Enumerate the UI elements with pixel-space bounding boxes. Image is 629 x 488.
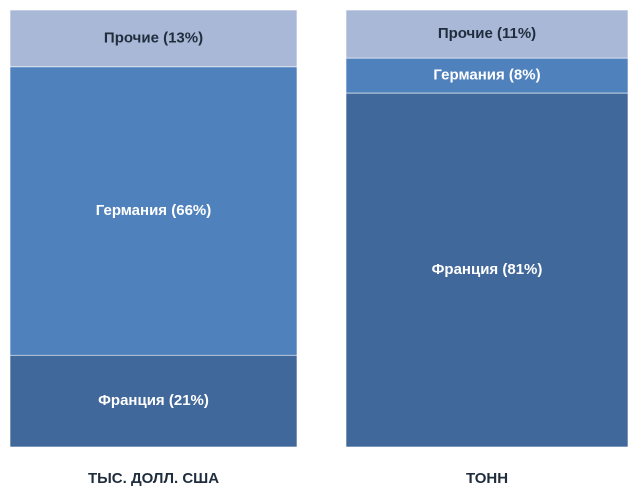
category-label: ТЫС. ДОЛЛ. США [88, 470, 219, 487]
segment-label: Прочие (11%) [438, 25, 536, 42]
bar-segment [345, 57, 629, 94]
bar-segment [9, 66, 298, 356]
category-label: ТОНН [466, 470, 508, 487]
segment-label: Франция (81%) [432, 261, 543, 278]
bar-segment [9, 354, 298, 448]
bar-segment [345, 9, 629, 59]
bar-segment [345, 92, 629, 448]
segment-label: Германия (66%) [96, 202, 212, 219]
segment-label: Прочие (13%) [104, 29, 203, 46]
segment-label: Германия (8%) [433, 67, 540, 84]
bar-segment [9, 9, 298, 68]
segment-label: Франция (21%) [98, 392, 209, 409]
